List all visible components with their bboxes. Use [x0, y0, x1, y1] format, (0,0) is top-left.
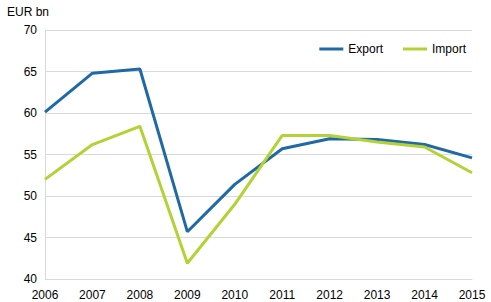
svg-text:2007: 2007 — [79, 288, 106, 302]
svg-text:65: 65 — [24, 65, 38, 79]
svg-text:45: 45 — [24, 231, 38, 245]
svg-text:2011: 2011 — [269, 288, 295, 302]
svg-text:55: 55 — [24, 148, 38, 162]
svg-text:2013: 2013 — [364, 288, 391, 302]
svg-text:2010: 2010 — [221, 288, 248, 302]
svg-text:Export: Export — [348, 42, 383, 56]
svg-text:Import: Import — [432, 42, 467, 56]
svg-text:2008: 2008 — [127, 288, 154, 302]
svg-text:2012: 2012 — [316, 288, 343, 302]
svg-text:70: 70 — [24, 23, 38, 37]
svg-text:60: 60 — [24, 106, 38, 120]
svg-text:EUR bn: EUR bn — [7, 5, 49, 19]
svg-text:2009: 2009 — [174, 288, 201, 302]
svg-text:50: 50 — [24, 189, 38, 203]
svg-text:2014: 2014 — [411, 288, 438, 302]
svg-text:2015: 2015 — [459, 288, 486, 302]
svg-text:2006: 2006 — [32, 288, 59, 302]
svg-text:40: 40 — [24, 272, 38, 286]
